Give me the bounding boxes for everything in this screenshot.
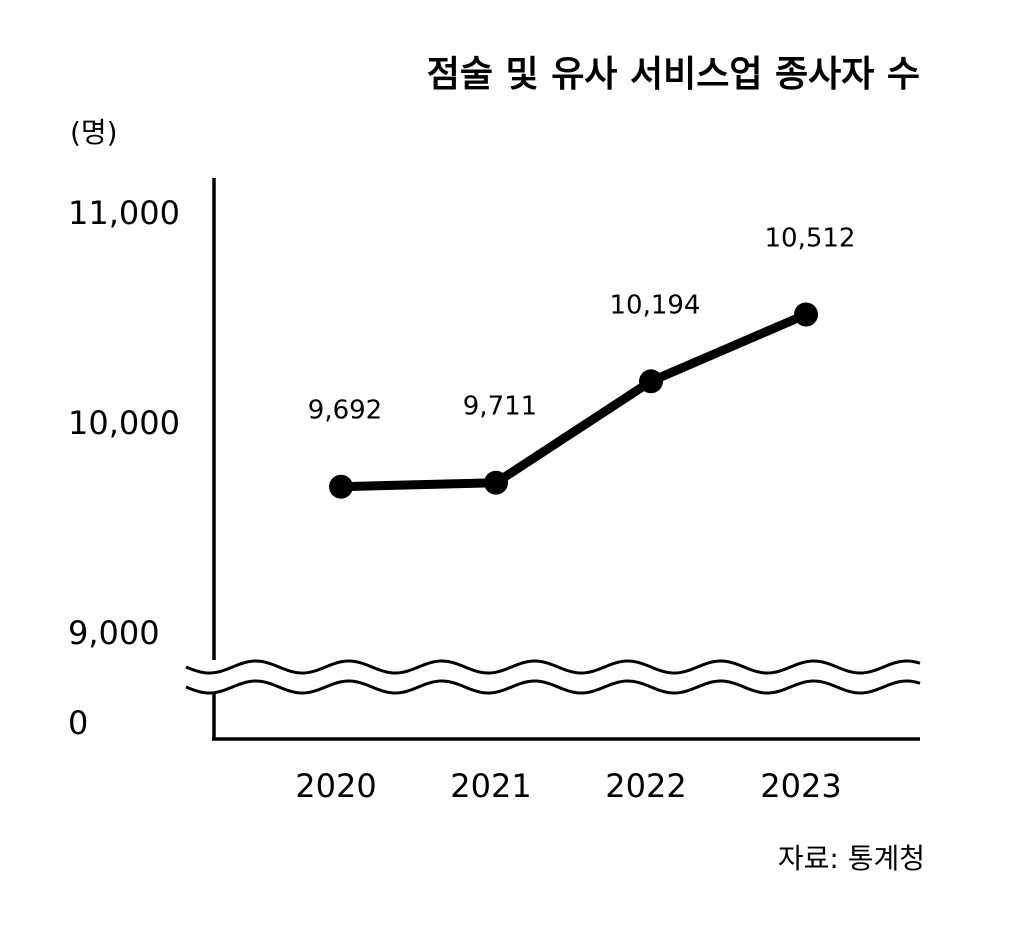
data-labels: 9,692 9,711 10,194 10,512 — [308, 224, 856, 426]
x-tick-label-2023: 2023 — [760, 767, 841, 805]
data-points — [329, 302, 818, 499]
y-axis-unit: (명) — [70, 116, 118, 149]
chart-title: 점술 및 유사 서비스업 종사자 수 — [427, 54, 920, 95]
x-tick-label-2022: 2022 — [605, 767, 686, 805]
axis-break-wave-1 — [185, 659, 921, 675]
series-line — [336, 310, 811, 492]
data-point-2022 — [639, 369, 663, 394]
y-tick-labels: 11,000 10,000 9,000 0 — [68, 194, 180, 742]
data-point-2021 — [484, 470, 508, 495]
y-tick-label-1: 10,000 — [68, 404, 180, 442]
data-point-2023 — [794, 302, 818, 327]
data-label-2023: 10,512 — [765, 224, 856, 254]
axis-break-symbol — [185, 659, 921, 695]
source-note: 자료: 통계청 — [778, 842, 925, 875]
y-tick-label-0: 11,000 — [68, 194, 180, 232]
x-tick-labels: 2020 2021 2022 2023 — [295, 767, 841, 805]
data-label-2022: 10,194 — [610, 290, 701, 320]
y-tick-label-3: 0 — [68, 704, 88, 742]
y-tick-label-2: 9,000 — [68, 614, 160, 652]
data-point-2020 — [329, 474, 353, 499]
x-tick-label-2020: 2020 — [295, 767, 376, 805]
data-label-2020: 9,692 — [308, 396, 382, 426]
axis-break-wave-2 — [185, 679, 921, 695]
x-tick-label-2021: 2021 — [450, 767, 531, 805]
data-label-2021: 9,711 — [463, 392, 537, 422]
